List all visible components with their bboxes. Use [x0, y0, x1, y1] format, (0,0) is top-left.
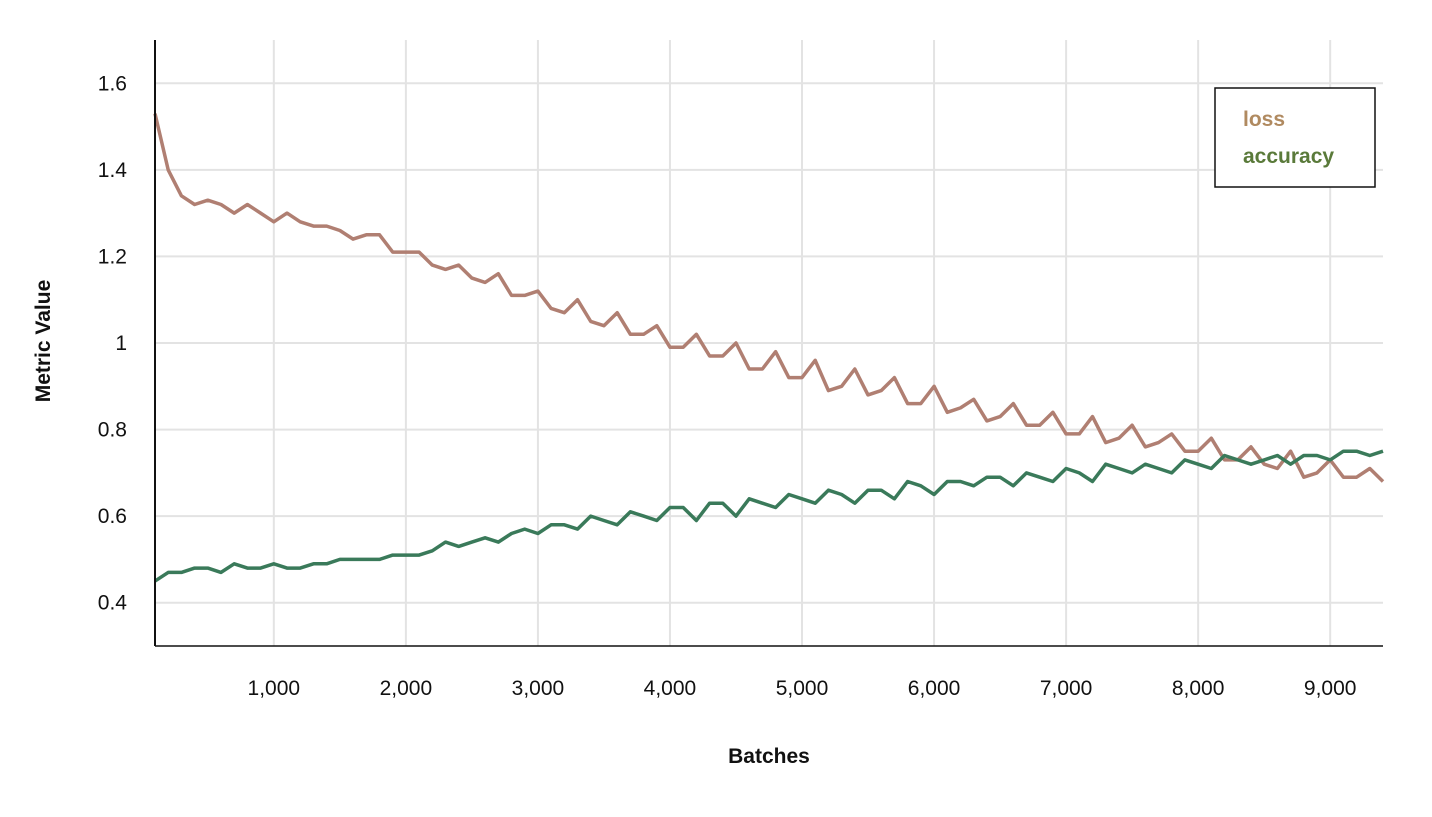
series-line-accuracy — [154, 449, 1384, 583]
y-tick-label: 1.6 — [98, 72, 127, 95]
legend-box — [1214, 87, 1376, 188]
x-tick-label: 5,000 — [776, 677, 829, 700]
legend-label-loss: loss — [1243, 108, 1285, 131]
y-axis-title: Metric Value — [32, 280, 55, 403]
y-tick-label: 0.4 — [98, 592, 128, 615]
y-tick-label: 1.2 — [98, 245, 127, 268]
x-tick-label: 2,000 — [380, 677, 433, 700]
series-line-loss — [153, 113, 1385, 483]
series-layer — [153, 113, 1385, 583]
x-tick-label: 4,000 — [644, 677, 697, 700]
x-tick-label: 7,000 — [1040, 677, 1093, 700]
x-tick-label: 6,000 — [908, 677, 961, 700]
y-tick-label: 1.4 — [98, 159, 128, 182]
x-axis-title: Batches — [728, 745, 810, 768]
legend-items: loss accuracy — [1243, 108, 1334, 168]
y-tick-label: 0.6 — [98, 505, 127, 528]
x-tick-label: 9,000 — [1304, 677, 1357, 700]
legend: loss accuracy — [1214, 87, 1376, 188]
y-tick-labels: 0.4 0.6 0.8 1 1.2 1.4 1.6 — [98, 72, 128, 614]
x-tick-label: 1,000 — [248, 677, 301, 700]
x-tick-label: 8,000 — [1172, 677, 1225, 700]
y-gridlines — [155, 82, 1383, 604]
y-tick-label: 1 — [115, 332, 127, 355]
x-tick-label: 3,000 — [512, 677, 565, 700]
legend-label-accuracy: accuracy — [1243, 145, 1334, 168]
x-tick-labels: 1,000 2,000 3,000 4,000 5,000 6,000 7,000 8,000… — [248, 677, 1357, 700]
y-tick-label: 0.8 — [98, 419, 127, 442]
x-gridlines — [272, 40, 1332, 646]
